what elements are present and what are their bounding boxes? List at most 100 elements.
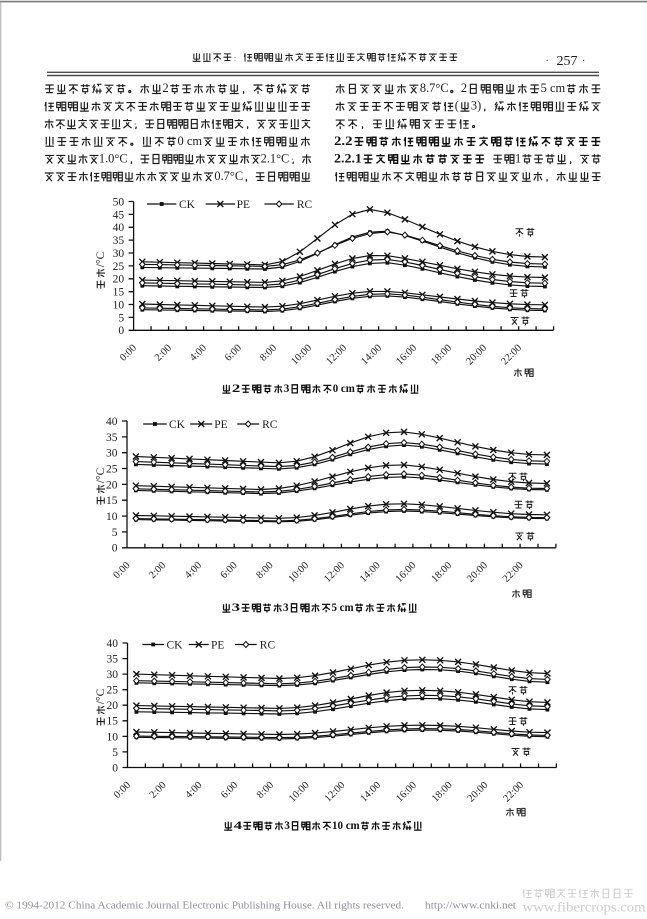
svg-text:6:00: 6:00 [219, 560, 240, 581]
svg-text:5: 5 [112, 747, 118, 759]
svg-text:8.7°C: 8.7°C [420, 81, 449, 95]
svg-text:5 cm: 5 cm [332, 602, 355, 614]
svg-text:2.1°C: 2.1°C [261, 151, 290, 165]
svg-text:12:00: 12:00 [324, 343, 349, 368]
svg-text:15: 15 [113, 287, 125, 299]
svg-text:50: 50 [113, 196, 125, 208]
svg-text:10:00: 10:00 [287, 780, 312, 805]
svg-text:RC: RC [260, 639, 276, 651]
svg-text:10:00: 10:00 [289, 343, 314, 368]
svg-text:/°C: /°C [95, 688, 107, 704]
svg-text:1: 1 [515, 151, 521, 165]
svg-text:30: 30 [107, 669, 119, 681]
svg-text:CK: CK [169, 419, 186, 431]
svg-text:CK: CK [167, 639, 184, 651]
svg-text:0: 0 [112, 762, 118, 774]
svg-text:35: 35 [106, 432, 118, 444]
svg-text:8:00: 8:00 [255, 780, 276, 801]
svg-text:16:00: 16:00 [394, 343, 419, 368]
svg-text:30: 30 [106, 448, 118, 460]
svg-text:·: · [582, 53, 585, 67]
svg-text:© 1994-2012 China Academic Jou: © 1994-2012 China Academic Journal Elect… [5, 901, 404, 912]
svg-text:20: 20 [106, 479, 118, 491]
svg-text:14:00: 14:00 [359, 780, 384, 805]
svg-text:14:00: 14:00 [358, 560, 383, 585]
svg-text:PE: PE [211, 639, 224, 651]
svg-text:16:00: 16:00 [394, 560, 419, 585]
svg-text:8:00: 8:00 [258, 343, 279, 364]
svg-text:4:00: 4:00 [188, 343, 209, 364]
svg-text:20: 20 [113, 274, 125, 286]
svg-text:www.fibercrops.com: www.fibercrops.com [523, 900, 646, 915]
svg-text:40: 40 [113, 222, 125, 234]
svg-text:18:00: 18:00 [430, 560, 455, 585]
svg-text:10: 10 [106, 511, 118, 523]
svg-text:3: 3 [283, 602, 289, 614]
svg-text:45: 45 [113, 209, 125, 221]
svg-text:14:00: 14:00 [359, 343, 384, 368]
svg-text:5: 5 [118, 312, 124, 324]
svg-text:18:00: 18:00 [430, 780, 455, 805]
svg-text:25: 25 [106, 463, 118, 475]
svg-text:12:00: 12:00 [323, 780, 348, 805]
svg-text:2.2.1: 2.2.1 [334, 151, 362, 165]
svg-text:30: 30 [113, 248, 125, 260]
svg-text:6:00: 6:00 [223, 343, 244, 364]
svg-text:0: 0 [118, 325, 124, 337]
svg-text:CK: CK [179, 199, 196, 211]
svg-text:18:00: 18:00 [429, 343, 454, 368]
svg-text:10 cm: 10 cm [332, 820, 360, 832]
svg-text:25: 25 [113, 261, 125, 273]
svg-text:2: 2 [461, 81, 467, 95]
svg-text:2:00: 2:00 [147, 560, 168, 581]
svg-text:15: 15 [107, 716, 119, 728]
svg-text:4:00: 4:00 [183, 560, 204, 581]
svg-text:4: 4 [234, 820, 243, 832]
svg-text:2: 2 [163, 81, 169, 95]
svg-text:2: 2 [232, 383, 241, 395]
svg-text:20:00: 20:00 [466, 780, 491, 805]
svg-text:6:00: 6:00 [219, 780, 240, 801]
svg-text:http://www.cnki.net: http://www.cnki.net [425, 901, 516, 912]
svg-text:0: 0 [112, 543, 118, 555]
svg-text:/°C: /°C [95, 467, 107, 483]
svg-text:10:00: 10:00 [287, 560, 312, 585]
svg-text:35: 35 [107, 654, 119, 666]
svg-text:10: 10 [107, 731, 119, 743]
svg-text:3: 3 [232, 602, 241, 614]
svg-text:35: 35 [113, 235, 125, 247]
svg-text:22:00: 22:00 [501, 560, 526, 585]
svg-text:3: 3 [284, 383, 290, 395]
svg-text:4:00: 4:00 [184, 780, 205, 801]
svg-text:12:00: 12:00 [322, 560, 347, 585]
svg-text:10: 10 [113, 299, 125, 311]
svg-text:2.2: 2.2 [334, 134, 353, 148]
svg-text:8:00: 8:00 [255, 560, 276, 581]
svg-text:5 cm: 5 cm [541, 81, 566, 95]
svg-text:0 cm: 0 cm [178, 134, 203, 148]
svg-text:(: ( [455, 99, 459, 113]
svg-text:3): 3) [471, 99, 481, 113]
svg-text:PE: PE [214, 419, 227, 431]
svg-text:0 cm: 0 cm [333, 383, 356, 395]
svg-text:20:00: 20:00 [464, 343, 489, 368]
svg-text:22:00: 22:00 [499, 343, 524, 368]
svg-text:15: 15 [106, 495, 118, 507]
svg-text:22:00: 22:00 [501, 780, 526, 805]
svg-text:20: 20 [107, 700, 119, 712]
svg-text:20:00: 20:00 [465, 560, 490, 585]
svg-text:40: 40 [107, 638, 119, 650]
svg-text:RC: RC [297, 199, 313, 211]
svg-text:/°C: /°C [95, 251, 107, 267]
svg-text:40: 40 [106, 416, 118, 428]
svg-text:25: 25 [107, 685, 119, 697]
svg-text:0:00: 0:00 [112, 560, 133, 581]
svg-text:1.0°C: 1.0°C [99, 151, 128, 165]
svg-text:257: 257 [557, 54, 578, 69]
svg-text:RC: RC [262, 419, 278, 431]
svg-text:·: · [546, 53, 549, 67]
svg-text:PE: PE [237, 199, 250, 211]
svg-text:2:00: 2:00 [148, 780, 169, 801]
svg-text:0:00: 0:00 [112, 780, 133, 801]
svg-text:0.7°C: 0.7°C [214, 169, 243, 183]
